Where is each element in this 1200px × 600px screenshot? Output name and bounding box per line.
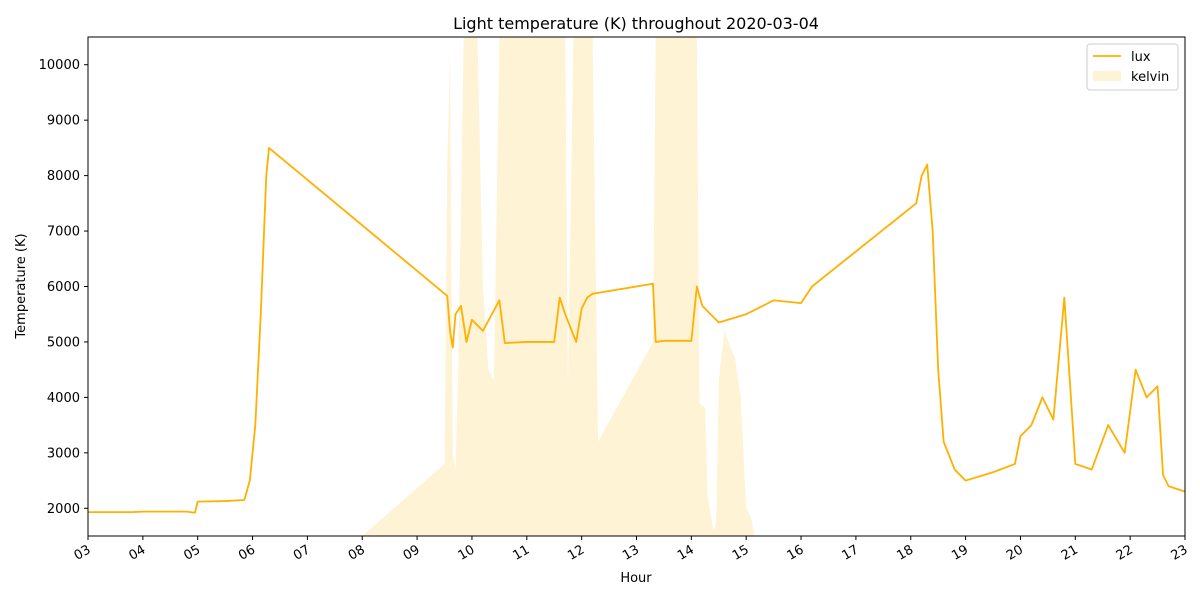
kelvin-area-layer [362,37,755,536]
x-tick-label: 05 [181,542,203,563]
x-tick-label: 06 [236,542,258,563]
y-tick-label: 10000 [39,58,80,73]
y-tick-label: 8000 [47,169,80,184]
x-tick-label: 13 [620,542,642,563]
x-tick-label: 11 [510,542,532,563]
x-tick-label: 15 [730,542,752,563]
x-tick-label: 20 [1004,542,1026,563]
x-tick-label: 14 [675,542,697,563]
x-tick-label: 03 [72,542,94,563]
y-tick-label: 2000 [47,502,80,517]
x-tick-label: 10 [456,542,478,563]
x-tick-label: 23 [1169,542,1191,563]
x-tick-label: 08 [346,542,368,563]
x-tick-label: 21 [1059,542,1081,563]
chart-title: Light temperature (K) throughout 2020-03… [453,14,819,33]
legend-lux-label: lux [1131,50,1151,65]
x-axis: 03 04 05 06 07 08 09 10 11 12 13 14 15 16 17 18 19 20 21 22… [72,536,1191,564]
x-axis-label: Hour [620,571,652,586]
x-tick-label: 12 [565,542,587,563]
y-tick-label: 3000 [47,446,80,461]
x-tick-label: 04 [126,542,148,563]
y-tick-label: 7000 [47,225,80,240]
x-tick-label: 19 [949,542,971,563]
legend: lux kelvin [1086,43,1179,91]
x-tick-label: 16 [785,542,807,563]
x-tick-label: 22 [1114,542,1136,563]
x-tick-label: 18 [894,542,916,563]
lux-line [88,146,1186,514]
x-tick-label: 07 [291,542,313,563]
legend-kelvin-swatch [1093,71,1121,81]
lux-line-layer [88,146,1186,514]
y-tick-label: 6000 [47,280,80,295]
x-tick-label: 17 [840,542,862,563]
x-tick-label: 09 [401,542,423,563]
y-tick-label: 5000 [47,335,80,350]
y-axis-label: Temperature (K) [14,233,29,339]
y-tick-label: 9000 [47,114,80,129]
legend-kelvin-label: kelvin [1131,70,1169,85]
kelvin-area [362,37,755,536]
y-tick-label: 4000 [47,391,80,406]
y-axis: 2000 3000 4000 5000 6000 7000 8000 9000 10000 [39,58,88,517]
